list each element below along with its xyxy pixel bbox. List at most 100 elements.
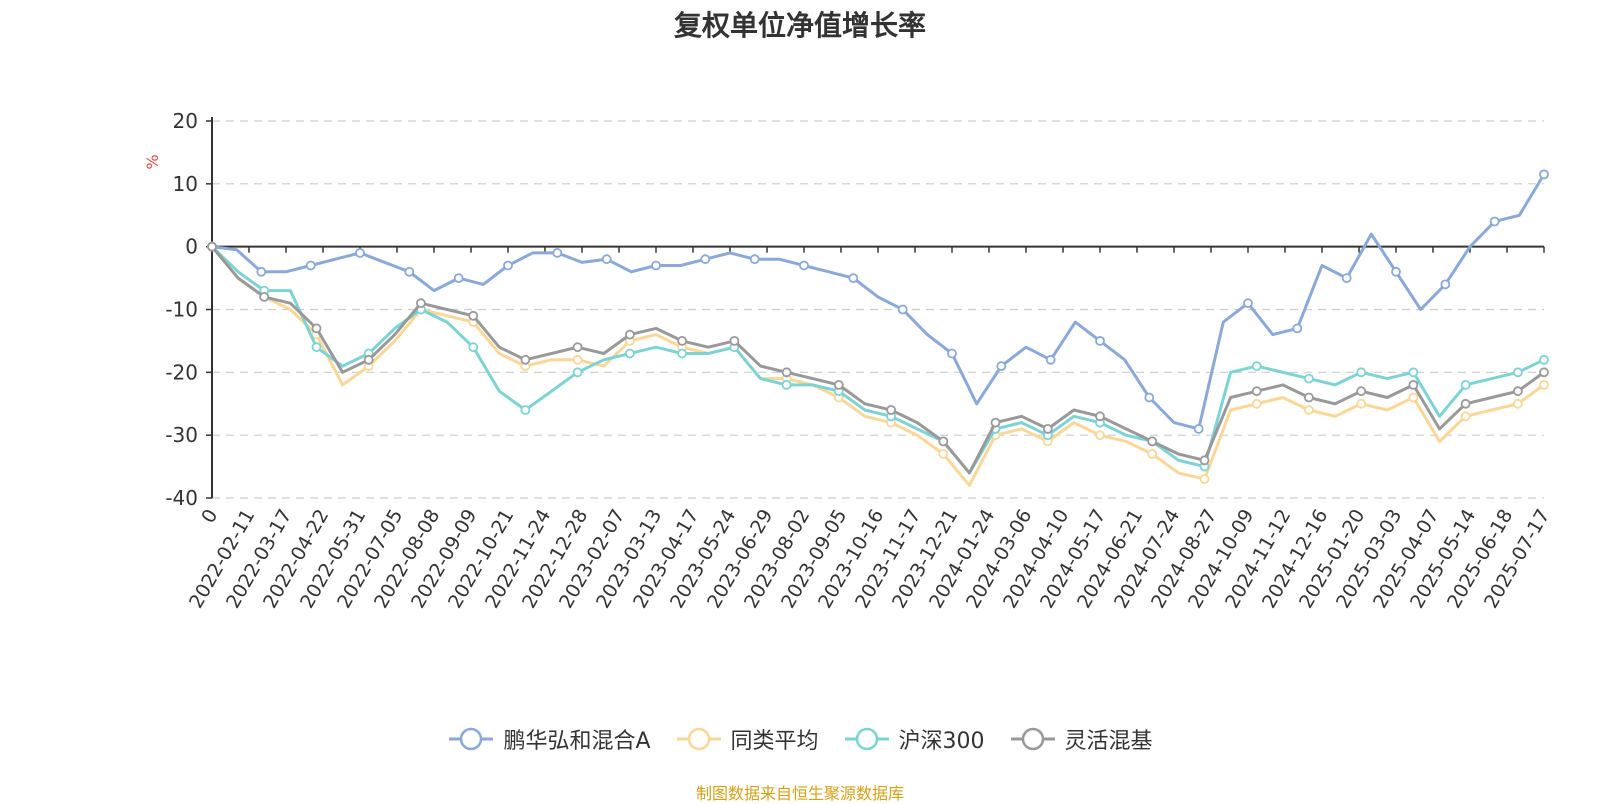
legend-label: 同类平均 bbox=[730, 729, 819, 754]
y-tick-label: -10 bbox=[165, 298, 198, 322]
series-point bbox=[749, 254, 760, 265]
series-point bbox=[1539, 379, 1549, 390]
axes bbox=[206, 117, 1545, 499]
series-point bbox=[1243, 298, 1253, 309]
series-point bbox=[207, 241, 217, 252]
series-point bbox=[572, 354, 583, 365]
y-tick-label: 20 bbox=[173, 109, 198, 133]
series-point bbox=[572, 342, 583, 353]
series-point bbox=[897, 304, 908, 315]
series-point bbox=[1440, 279, 1451, 290]
series-point bbox=[453, 273, 464, 284]
series-point bbox=[833, 379, 844, 390]
series-point bbox=[520, 354, 531, 365]
series-point bbox=[625, 329, 635, 340]
series-point bbox=[415, 298, 426, 309]
legend-label: 鹏华弘和混合A bbox=[503, 729, 651, 754]
series-point bbox=[1341, 273, 1352, 284]
series-point bbox=[1356, 398, 1367, 409]
series-point bbox=[1095, 335, 1105, 346]
chart-title: 复权单位净值增长率 bbox=[673, 9, 926, 42]
series-1 bbox=[207, 169, 1549, 434]
source-note: 制图数据来自恒生聚源数据库 bbox=[695, 784, 904, 803]
legend-line-circle-icon bbox=[1010, 727, 1055, 751]
series-point bbox=[601, 254, 612, 265]
series-point bbox=[311, 323, 322, 334]
series-point bbox=[1356, 386, 1367, 397]
series-lines bbox=[207, 169, 1549, 487]
series-point bbox=[886, 405, 896, 415]
series-point bbox=[938, 449, 949, 459]
series-line bbox=[210, 245, 1545, 475]
series-point bbox=[1513, 367, 1523, 378]
series-point bbox=[625, 348, 635, 359]
legend-label: 灵活混基 bbox=[1064, 729, 1153, 754]
series-point bbox=[552, 247, 563, 258]
x-tick-label: 0 bbox=[197, 506, 222, 527]
series-point bbox=[1460, 379, 1471, 390]
series-point bbox=[355, 247, 365, 258]
legend-item[interactable]: 同类平均 bbox=[675, 723, 819, 755]
series-point bbox=[1045, 354, 1056, 365]
series-point bbox=[1408, 367, 1419, 378]
y-tick-label: -20 bbox=[165, 360, 198, 384]
series-point bbox=[1147, 449, 1158, 459]
series-point bbox=[848, 273, 859, 284]
series-point bbox=[1095, 411, 1105, 422]
series-point bbox=[1304, 405, 1314, 415]
legend-line-circle-icon bbox=[844, 727, 889, 751]
series-point bbox=[781, 367, 792, 378]
series-point bbox=[363, 354, 374, 365]
y-tick-label: 0 bbox=[185, 235, 198, 259]
legend-item[interactable]: 沪深300 bbox=[843, 723, 985, 755]
series-point bbox=[1251, 386, 1262, 397]
series-point bbox=[1199, 474, 1210, 485]
y-tick-label: -40 bbox=[165, 486, 198, 510]
series-point bbox=[1391, 266, 1401, 277]
series-point bbox=[1251, 398, 1262, 409]
legend: 鹏华弘和混合A 同类平均 沪深300 灵活混基 bbox=[0, 722, 1600, 756]
legend-item[interactable]: 鹏华弘和混合A bbox=[447, 723, 651, 755]
series-point bbox=[1095, 430, 1105, 441]
legend-label: 沪深300 bbox=[898, 729, 985, 754]
series-point bbox=[1460, 398, 1471, 409]
series-point bbox=[1042, 423, 1053, 434]
series-point bbox=[947, 348, 957, 359]
series-point bbox=[1251, 361, 1262, 372]
series-point bbox=[651, 260, 661, 271]
y-axis-unit-label: % bbox=[143, 154, 162, 169]
y-tick-label: 10 bbox=[173, 172, 198, 196]
series-point bbox=[520, 405, 531, 415]
series-point bbox=[1304, 392, 1314, 403]
series-point bbox=[404, 266, 415, 277]
series-line bbox=[211, 173, 1546, 431]
legend-line-circle-icon bbox=[676, 727, 721, 751]
series-point bbox=[781, 379, 792, 390]
series-point bbox=[1513, 386, 1523, 397]
legend-line-circle-icon bbox=[449, 727, 494, 751]
series-point bbox=[1193, 423, 1204, 434]
grid-lines bbox=[212, 120, 1544, 499]
series-point bbox=[677, 335, 687, 346]
series-point bbox=[996, 361, 1007, 372]
series-point bbox=[1489, 216, 1500, 227]
series-point bbox=[1408, 379, 1419, 390]
series-point bbox=[799, 260, 809, 271]
series-line bbox=[210, 245, 1545, 487]
series-point bbox=[677, 348, 687, 359]
series-point bbox=[468, 310, 479, 321]
series-point bbox=[256, 266, 267, 277]
series-point bbox=[1513, 398, 1523, 409]
series-point bbox=[305, 260, 316, 271]
series-point bbox=[468, 342, 479, 353]
series-point bbox=[1408, 392, 1419, 403]
series-line bbox=[210, 245, 1545, 475]
series-point bbox=[729, 335, 740, 346]
legend-item[interactable]: 灵活混基 bbox=[1009, 723, 1153, 755]
series-point bbox=[1147, 436, 1158, 447]
series-point bbox=[1292, 323, 1303, 334]
line-chart: 20100-10-20-30-40%02022-02-112022-03-172… bbox=[143, 109, 1554, 612]
series-point bbox=[572, 367, 583, 378]
series-point bbox=[259, 291, 270, 302]
series-point bbox=[1539, 354, 1549, 365]
